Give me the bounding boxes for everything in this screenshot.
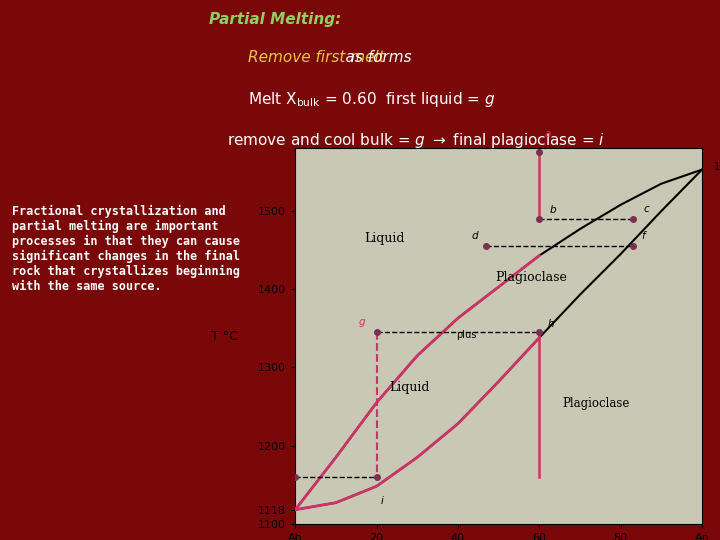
- Text: plus: plus: [456, 330, 476, 340]
- Text: $g$: $g$: [359, 317, 366, 329]
- Text: Partial Melting:: Partial Melting:: [209, 12, 341, 26]
- Text: $a$: $a$: [544, 129, 552, 139]
- Text: Melt X$_{\mathregular{bulk}}$ = 0.60  first liquid = $g$: Melt X$_{\mathregular{bulk}}$ = 0.60 fir…: [248, 90, 496, 110]
- Text: Plagioclase: Plagioclase: [562, 396, 630, 409]
- Text: $d$: $d$: [471, 228, 480, 240]
- Text: $b$: $b$: [549, 204, 557, 215]
- Text: remove and cool bulk = $g$ $\rightarrow$ final plagioclase = $i$: remove and cool bulk = $g$ $\rightarrow$…: [227, 131, 605, 150]
- Text: T °C: T °C: [212, 329, 238, 343]
- Text: $c$: $c$: [643, 205, 651, 214]
- Text: Fractional crystallization and
partial melting are important
processes in that t: Fractional crystallization and partial m…: [12, 205, 240, 293]
- Text: Liquid: Liquid: [389, 381, 429, 394]
- Text: as forms: as forms: [248, 50, 412, 65]
- Text: Plagioclase: Plagioclase: [495, 272, 567, 285]
- Text: Liquid: Liquid: [364, 232, 405, 245]
- Text: $h$: $h$: [546, 317, 554, 329]
- Text: 1553: 1553: [714, 161, 720, 172]
- Text: $i$: $i$: [380, 494, 384, 507]
- Text: $f$: $f$: [641, 228, 648, 240]
- Text: Remove first melt: Remove first melt: [248, 50, 385, 65]
